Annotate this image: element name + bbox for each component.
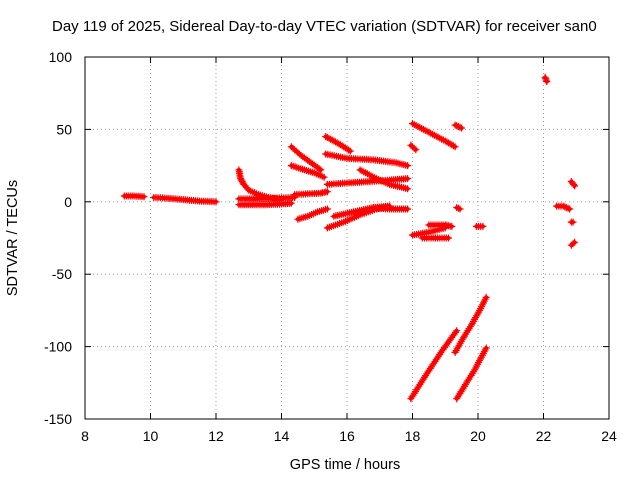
series-arc-01 [120,192,148,201]
series-markers [567,218,577,226]
series-arc-20 [409,224,449,239]
series-arc-06 [287,143,325,174]
series-arc-27 [453,344,490,403]
series-line [408,143,418,152]
series-arc-17 [409,120,459,151]
series-arc-09 [294,205,331,223]
series-arc-29 [553,202,574,213]
series-markers [567,238,579,249]
series-markers [418,234,452,242]
series-arc-25 [407,327,461,403]
series-markers [287,143,325,174]
x-tick-label: 18 [405,428,421,444]
series-arc-02 [150,194,220,206]
x-tick-label: 12 [208,428,224,444]
series-arc-10 [322,133,354,155]
series-markers [541,73,551,86]
x-tick-label: 20 [470,428,486,444]
y-axis-label: SDTVAR / TECUs [5,179,21,297]
y-tick-label: -50 [52,266,72,282]
series-arc-22 [425,221,456,230]
series-arc-32 [567,238,579,249]
x-tick-label: 8 [81,428,89,444]
series-arc-23 [453,204,464,213]
series-arc-07 [287,162,328,181]
x-tick-label: 16 [339,428,355,444]
series-markers [150,194,220,206]
y-tick-label: -100 [44,339,72,355]
y-tick-label: 100 [49,49,73,65]
y-tick-label: 0 [64,194,72,210]
series-markers [425,221,456,230]
series-markers [235,194,299,203]
series-markers [291,188,331,199]
series-arc-15 [356,166,412,193]
y-tick-label: 50 [56,121,72,137]
series-arc-18 [407,141,420,154]
series-markers [322,150,412,170]
x-tick-label: 22 [536,428,552,444]
series-markers [322,133,354,155]
series-markers [567,178,579,190]
x-tick-label: 14 [274,428,290,444]
series-arc-04 [235,199,295,209]
series-markers [294,205,331,223]
series-arc-21 [418,234,452,242]
series-markers [369,204,412,213]
series-markers [451,293,490,356]
series-markers [235,199,295,209]
series-markers [453,204,464,213]
series-arc-26 [451,293,490,356]
series-markers [451,121,466,132]
data-series [120,73,579,403]
x-tick-label: 24 [601,428,617,444]
series-arc-19 [451,121,466,132]
series-arc-16 [369,204,412,213]
series-markers [407,327,461,403]
x-axis-label: GPS time / hours [289,457,401,473]
series-arc-05 [235,194,299,203]
series-arc-28 [541,73,551,86]
series-markers [287,162,328,181]
series-arc-11 [322,150,412,170]
series-arc-31 [567,218,577,226]
y-tick-label: -150 [44,411,72,427]
series-markers [453,344,490,403]
series-markers [553,202,574,213]
chart-title: Day 119 of 2025, Sidereal Day-to-day VTE… [52,18,597,35]
x-tick-label: 10 [143,428,159,444]
series-markers [120,192,148,201]
series-arc-08 [291,188,331,199]
grid-lines [85,57,609,419]
series-markers [356,166,412,193]
series-arc-30 [567,178,579,190]
series-markers [472,222,487,230]
series-arc-24 [472,222,487,230]
axis-ticks: 8 10 12 14 16 18 20 22 24 100 50 0 -50 -100 -150 [44,49,617,444]
series-markers [409,120,459,151]
series-markers [407,141,420,154]
